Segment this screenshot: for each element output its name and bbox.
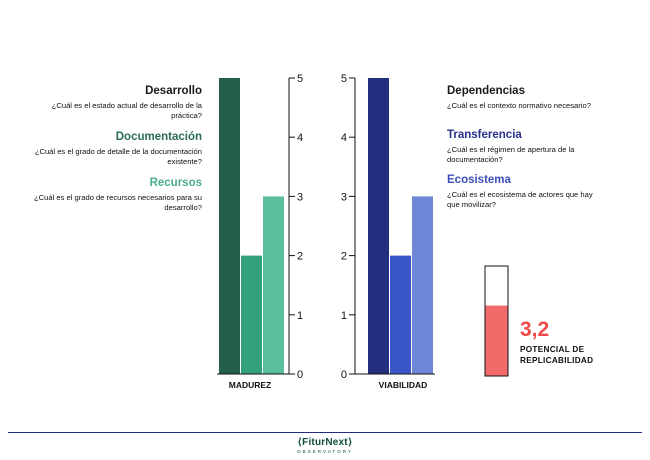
- desarrollo-title: Desarrollo: [145, 85, 202, 97]
- fiturnext-logo: ⟨FiturNext⟩ OBSERVATORY: [0, 437, 650, 454]
- madurez-tick-label-5: 5: [297, 73, 303, 85]
- viabilidad-bar-transferencia: [390, 255, 411, 374]
- viabilidad-tick-label-2: 2: [341, 251, 347, 263]
- dependencias-desc: ¿Cuál es el contexto normativo necesario…: [447, 101, 591, 110]
- viabilidad-tick-label-4: 4: [341, 132, 347, 144]
- madurez-tick-label-3: 3: [297, 191, 303, 203]
- logo-main-text: ⟨FiturNext⟩: [297, 437, 353, 448]
- madurez-desarrollo-block: Desarrollo ¿Cuál es el estado actual de …: [30, 84, 202, 121]
- viabilidad-tick-label-0: 0: [341, 369, 347, 381]
- replicability-label: POTENCIAL DE REPLICABILIDAD: [520, 345, 594, 365]
- viabilidad-ecosistema-block: Ecosistema ¿Cuál es el ecosistema de act…: [447, 173, 607, 210]
- madurez-bar-recursos: [263, 196, 284, 374]
- viabilidad-tick-label-1: 1: [341, 310, 347, 322]
- logo-sub-text: OBSERVATORY: [296, 449, 354, 454]
- viabilidad-dependencias-block: Dependencias ¿Cuál es el contexto normat…: [447, 84, 607, 111]
- gauge-fill: [485, 305, 508, 376]
- madurez-recursos-block: Recursos ¿Cuál es el grado de recursos n…: [30, 176, 202, 213]
- madurez-x-label: MADUREZ: [229, 380, 272, 390]
- viabilidad-x-label: VIABILIDAD: [379, 380, 428, 390]
- transferencia-title: Transferencia: [447, 129, 522, 141]
- ecosistema-title: Ecosistema: [447, 174, 511, 186]
- footer-divider: [8, 432, 642, 433]
- viabilidad-bar-dependencias: [368, 78, 389, 374]
- madurez-documentacion-block: Documentación ¿Cuál es el grado de detal…: [30, 130, 202, 167]
- recursos-title: Recursos: [149, 177, 202, 189]
- madurez-tick-label-4: 4: [297, 132, 303, 144]
- recursos-desc: ¿Cuál es el grado de recursos necesarios…: [34, 193, 202, 212]
- madurez-bar-desarrollo: [219, 78, 240, 374]
- dependencias-title: Dependencias: [447, 85, 525, 97]
- documentacion-title: Documentación: [115, 131, 202, 143]
- madurez-tick-label-1: 1: [297, 310, 303, 322]
- viabilidad-tick-label-3: 3: [341, 191, 347, 203]
- viabilidad-tick-label-5: 5: [341, 73, 347, 85]
- madurez-tick-label-0: 0: [297, 369, 303, 381]
- replicability-score: 3,2: [520, 318, 550, 341]
- viabilidad-transferencia-block: Transferencia ¿Cuál es el régimen de ape…: [447, 128, 607, 165]
- madurez-bar-documentacion: [241, 255, 262, 374]
- desarrollo-desc: ¿Cuál es el estado actual de desarrollo …: [51, 101, 202, 120]
- gauge-outline: [484, 265, 509, 377]
- madurez-tick-label-2: 2: [297, 251, 303, 263]
- documentacion-desc: ¿Cuál es el grado de detalle de la docum…: [34, 147, 202, 166]
- ecosistema-desc: ¿Cuál es el ecosistema de actores que ha…: [447, 190, 593, 209]
- transferencia-desc: ¿Cuál es el régimen de apertura de la do…: [447, 145, 575, 164]
- viabilidad-bar-ecosistema: [412, 196, 433, 374]
